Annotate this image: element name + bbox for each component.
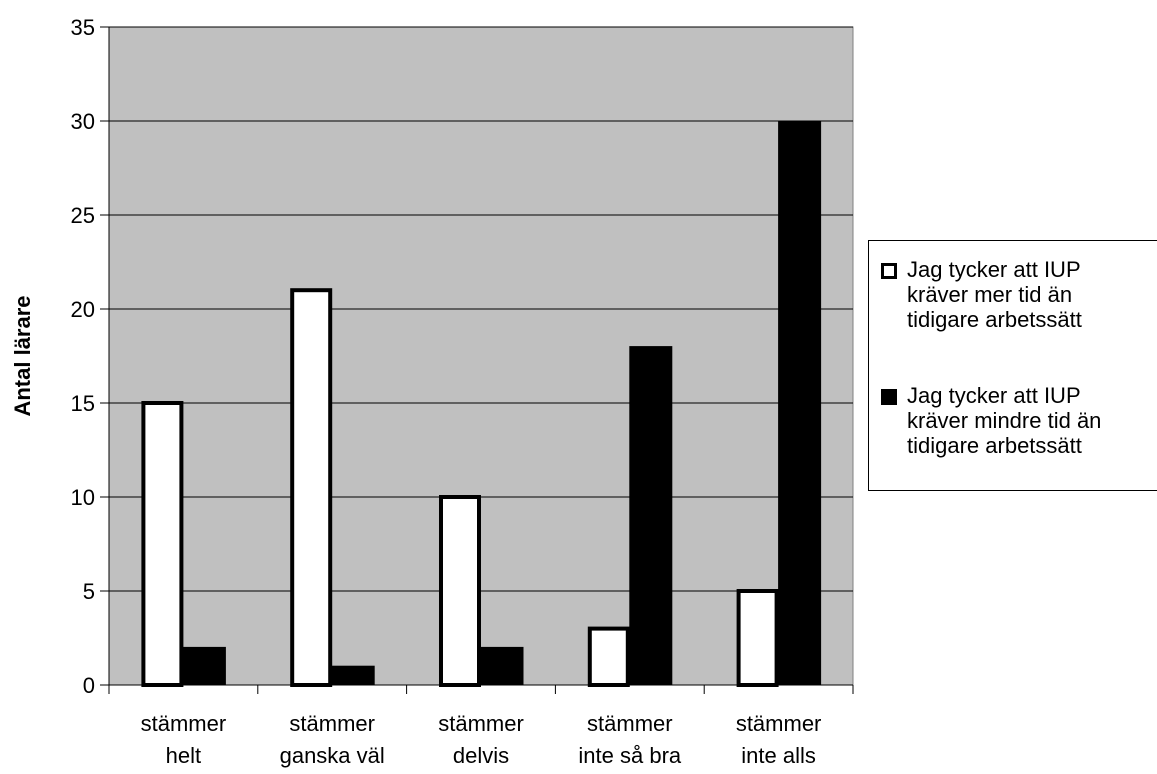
bar-more-time bbox=[439, 495, 481, 687]
y-tick-label: 5 bbox=[83, 579, 95, 604]
x-tick-label: stämmer bbox=[141, 711, 227, 736]
bar-less-time bbox=[480, 646, 524, 686]
legend-item-series-1: Jag tycker att IUP kräver mer tid än tid… bbox=[877, 257, 1157, 332]
y-tick-label: 15 bbox=[71, 391, 95, 416]
bar-more-time bbox=[141, 401, 184, 687]
y-tick-label: 20 bbox=[71, 297, 95, 322]
bar-less-time bbox=[629, 346, 673, 686]
bar-more-time bbox=[736, 589, 779, 687]
y-tick-label: 10 bbox=[71, 485, 95, 510]
x-tick-label: stämmer bbox=[736, 711, 822, 736]
x-tick-label: delvis bbox=[453, 743, 509, 768]
bar-more-time bbox=[587, 626, 630, 687]
y-tick-label: 35 bbox=[71, 15, 95, 40]
bar-less-time bbox=[778, 120, 822, 686]
legend-item-series-2: Jag tycker att IUP kräver mindre tid än … bbox=[877, 383, 1157, 458]
legend-swatch-white bbox=[881, 263, 897, 279]
bar-less-time bbox=[182, 646, 226, 686]
x-tick-label: helt bbox=[166, 743, 201, 768]
legend-label: Jag tycker att IUP kräver mer tid än tid… bbox=[907, 257, 1082, 332]
legend-label: Jag tycker att IUP kräver mindre tid än … bbox=[907, 383, 1102, 458]
x-tick-label: inte alls bbox=[741, 743, 816, 768]
legend: Jag tycker att IUP kräver mer tid än tid… bbox=[868, 240, 1157, 491]
bar-more-time bbox=[290, 288, 333, 687]
y-tick-label: 25 bbox=[71, 203, 95, 228]
legend-swatch-black bbox=[881, 389, 897, 405]
y-tick-label: 30 bbox=[71, 109, 95, 134]
x-tick-label: inte så bra bbox=[578, 743, 681, 768]
x-tick-label: stämmer bbox=[289, 711, 375, 736]
x-tick-label: stämmer bbox=[438, 711, 524, 736]
x-tick-label: ganska väl bbox=[280, 743, 385, 768]
y-axis-label: Antal lärare bbox=[10, 295, 35, 416]
y-tick-label: 0 bbox=[83, 673, 95, 698]
bar-less-time bbox=[331, 665, 375, 686]
x-tick-label: stämmer bbox=[587, 711, 673, 736]
